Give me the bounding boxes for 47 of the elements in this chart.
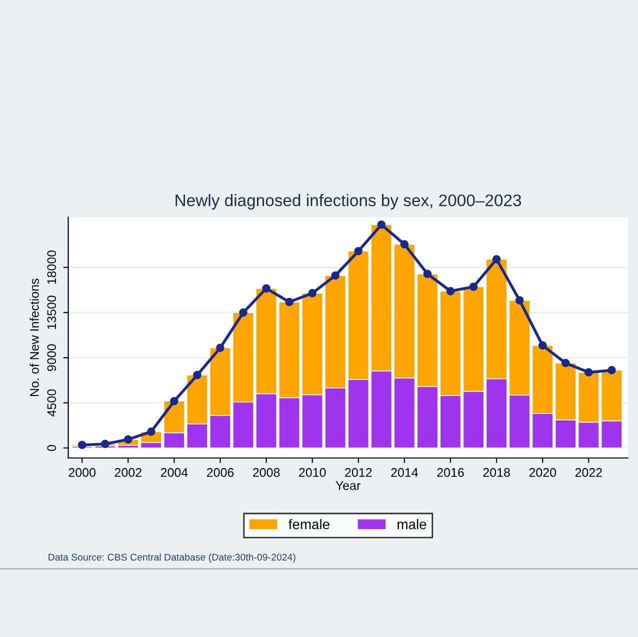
point (285, 298, 294, 306)
point (124, 435, 132, 444)
point (538, 341, 547, 350)
point (584, 368, 593, 376)
point (446, 286, 455, 296)
point (239, 308, 248, 317)
x-tick-label: 2008 (253, 468, 280, 477)
x-tick-label: 2022 (575, 468, 602, 477)
point (170, 396, 178, 406)
point (423, 270, 432, 278)
point (469, 282, 478, 291)
x-tick-label: 2004 (160, 468, 188, 477)
point (146, 428, 156, 436)
point (492, 255, 501, 264)
y-tick-label: 0 (47, 444, 56, 451)
x-tick-label: 2020 (529, 468, 556, 477)
legend-label: female (288, 519, 330, 530)
x-tick-label: 2018 (483, 468, 510, 477)
x-tick-label: 2016 (437, 468, 464, 477)
y-tick-label: 9000 (47, 344, 56, 371)
point (193, 370, 202, 380)
point (308, 289, 317, 298)
y-axis-title: No. of New Infections (30, 278, 39, 396)
legend-label: male (398, 519, 426, 530)
chart-title: Newly diagnosed infections by sex, 2000–2023 (176, 194, 522, 210)
point (400, 240, 409, 248)
y-tick-label: 13500 (47, 296, 56, 329)
point (377, 220, 386, 229)
source-note: Data Source: CBS Central Database (Date:30th-09-2024) (48, 553, 296, 563)
point (354, 246, 363, 256)
point (262, 284, 270, 293)
x-tick-label: 2000 (68, 468, 96, 477)
x-tick-label: 2010 (299, 468, 326, 477)
point (100, 440, 110, 448)
x-tick-label: 2014 (391, 468, 418, 477)
y-tick-label: 18000 (47, 250, 56, 284)
x-axis-title: Year (336, 481, 360, 490)
x-tick-label: 2012 (345, 468, 372, 477)
y-tick-label: 4500 (47, 389, 56, 416)
point (216, 344, 224, 352)
point (561, 358, 570, 368)
point (608, 366, 616, 374)
point (78, 440, 86, 450)
x-tick-label: 2006 (206, 468, 234, 477)
point (331, 271, 340, 280)
point (515, 296, 524, 304)
x-tick-label: 2002 (114, 468, 142, 477)
